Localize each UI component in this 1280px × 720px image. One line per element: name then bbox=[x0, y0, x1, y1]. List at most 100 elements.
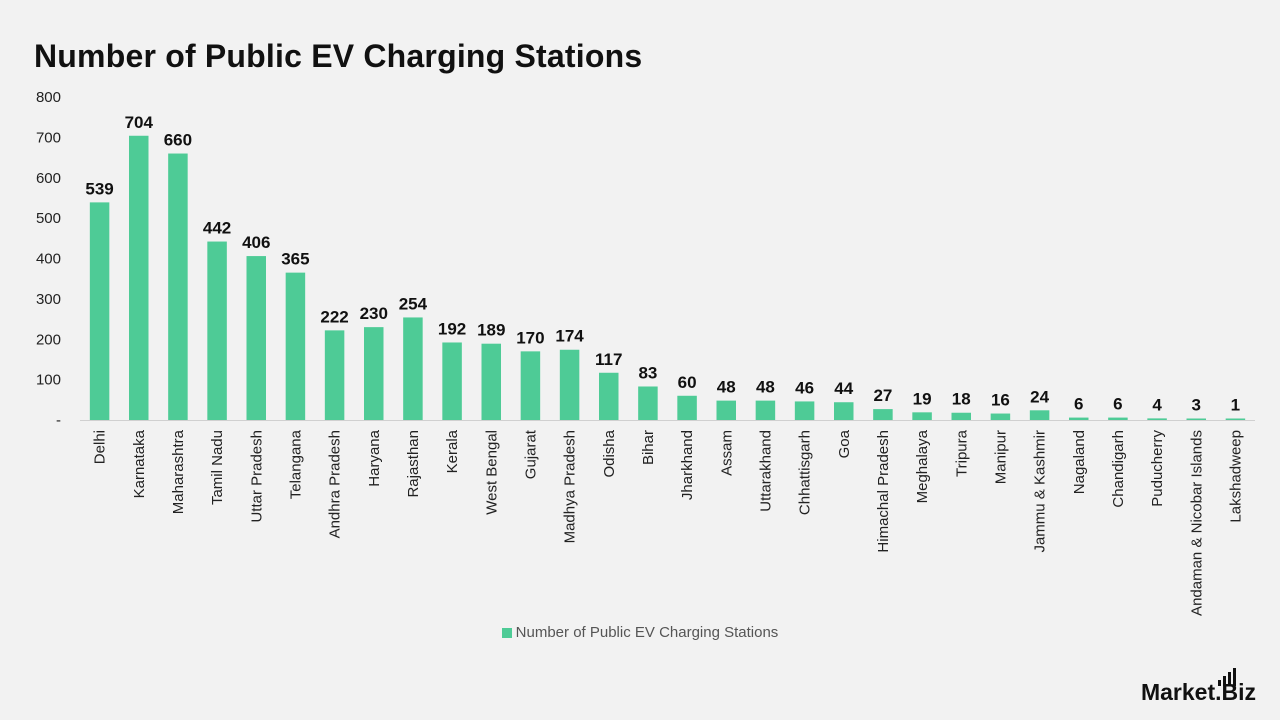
data-label: 27 bbox=[873, 386, 892, 405]
x-tick-label: Gujarat bbox=[522, 429, 539, 479]
bar bbox=[520, 351, 541, 420]
bar bbox=[481, 343, 501, 420]
data-label: 24 bbox=[1030, 387, 1049, 406]
data-label: 230 bbox=[360, 304, 388, 323]
data-label: 254 bbox=[399, 294, 428, 313]
x-tick-label: Puducherry bbox=[1149, 430, 1166, 507]
x-tick-label: Assam bbox=[718, 430, 735, 476]
x-tick-label: Kerala bbox=[444, 429, 461, 473]
x-tick-label: West Bengal bbox=[483, 430, 500, 515]
data-label: 4 bbox=[1152, 395, 1162, 414]
y-tick-label: 400 bbox=[36, 251, 61, 268]
x-tick-label: Jharkhand bbox=[679, 430, 696, 500]
bar bbox=[89, 202, 110, 420]
data-label: 174 bbox=[555, 327, 584, 346]
x-tick-label: Lakshadweep bbox=[1227, 430, 1244, 523]
data-label: 192 bbox=[438, 319, 466, 338]
bar bbox=[912, 412, 932, 420]
bar bbox=[1069, 417, 1089, 420]
x-tick-label: Maharashtra bbox=[170, 429, 187, 514]
bar bbox=[168, 153, 188, 420]
x-tick-label: Chhattisgarh bbox=[797, 430, 814, 515]
bar bbox=[559, 349, 580, 420]
data-label: 46 bbox=[795, 378, 814, 397]
data-label: 44 bbox=[834, 379, 853, 398]
data-label: 48 bbox=[717, 378, 736, 397]
bar bbox=[1108, 417, 1128, 420]
x-tick-label: Jammu & Kashmir bbox=[1032, 430, 1049, 553]
data-label: 16 bbox=[991, 391, 1010, 410]
data-label: 660 bbox=[164, 131, 192, 150]
data-label: 170 bbox=[516, 328, 544, 347]
data-label: 189 bbox=[477, 321, 505, 340]
data-label: 1 bbox=[1231, 396, 1240, 415]
bar bbox=[794, 401, 815, 420]
x-tick-label: Meghalaya bbox=[914, 429, 931, 503]
x-tick-label: Rajasthan bbox=[405, 430, 422, 498]
bar bbox=[599, 372, 619, 420]
bar bbox=[364, 327, 384, 420]
brand-logo: Market.Biz bbox=[1141, 679, 1256, 706]
legend-label: Number of Public EV Charging Stations bbox=[515, 624, 779, 641]
x-tick-label: Delhi bbox=[92, 430, 109, 464]
data-label: 406 bbox=[242, 233, 270, 252]
bar bbox=[403, 317, 423, 420]
x-tick-label: Tripura bbox=[953, 429, 970, 477]
x-tick-label: Bihar bbox=[640, 430, 657, 465]
bar bbox=[755, 400, 776, 420]
data-label: 83 bbox=[638, 363, 657, 382]
x-tick-label: Manipur bbox=[992, 430, 1009, 484]
brand-name: Market.Biz bbox=[1140, 679, 1256, 705]
data-label: 48 bbox=[756, 378, 775, 397]
y-axis: - 100 200 300 400 500 600 700 800 bbox=[36, 89, 61, 429]
x-tick-label: Nagaland bbox=[1071, 430, 1088, 494]
bar bbox=[442, 342, 462, 420]
bars-group bbox=[89, 135, 1246, 420]
data-label: 704 bbox=[125, 113, 154, 132]
x-tick-label: Tamil Nadu bbox=[209, 430, 226, 505]
bar bbox=[1029, 410, 1050, 420]
y-tick-label: 800 bbox=[36, 89, 61, 106]
bar bbox=[285, 272, 306, 420]
chart-title: Number of Public EV Charging Stations bbox=[34, 38, 643, 74]
bar bbox=[1225, 418, 1246, 420]
data-label: 3 bbox=[1192, 396, 1201, 415]
data-label: 117 bbox=[595, 350, 622, 369]
bar bbox=[129, 135, 149, 420]
bar bbox=[1186, 418, 1206, 420]
bar bbox=[638, 386, 658, 420]
bar bbox=[716, 400, 736, 420]
data-label: 365 bbox=[281, 250, 309, 269]
data-label: 60 bbox=[678, 373, 697, 392]
bar bbox=[207, 241, 227, 420]
x-axis: Delhi Karnataka Maharashtra Tamil Nadu Uttar… bbox=[92, 429, 1245, 616]
x-tick-label: Andhra Pradesh bbox=[327, 430, 344, 538]
legend-swatch bbox=[501, 627, 512, 638]
bar bbox=[677, 395, 697, 420]
x-tick-label: Madhya Pradesh bbox=[562, 430, 579, 543]
x-tick-label: Andaman & Nicobar Islands bbox=[1188, 430, 1205, 616]
y-tick-label: 600 bbox=[36, 170, 61, 187]
logo-bars-icon bbox=[1218, 668, 1236, 686]
data-label: 539 bbox=[85, 179, 113, 198]
y-tick-label: 300 bbox=[36, 291, 61, 308]
y-tick-label: 500 bbox=[36, 210, 61, 227]
x-tick-label: Karnataka bbox=[131, 429, 148, 498]
data-label: 6 bbox=[1113, 395, 1122, 414]
x-tick-label: Odisha bbox=[601, 429, 618, 477]
y-tick-label: 200 bbox=[36, 331, 61, 348]
bar bbox=[873, 409, 893, 420]
bar bbox=[1147, 418, 1167, 420]
data-label: 19 bbox=[913, 389, 932, 408]
x-tick-label: Uttarakhand bbox=[757, 430, 774, 512]
data-label: 442 bbox=[203, 219, 231, 238]
data-label: 6 bbox=[1074, 395, 1083, 414]
bar bbox=[990, 413, 1011, 420]
x-tick-label: Goa bbox=[836, 429, 853, 458]
y-tick-label: - bbox=[56, 412, 61, 429]
x-tick-label: Telangana bbox=[287, 429, 304, 499]
bar bbox=[951, 412, 971, 420]
x-tick-label: Chandigarh bbox=[1110, 430, 1127, 508]
